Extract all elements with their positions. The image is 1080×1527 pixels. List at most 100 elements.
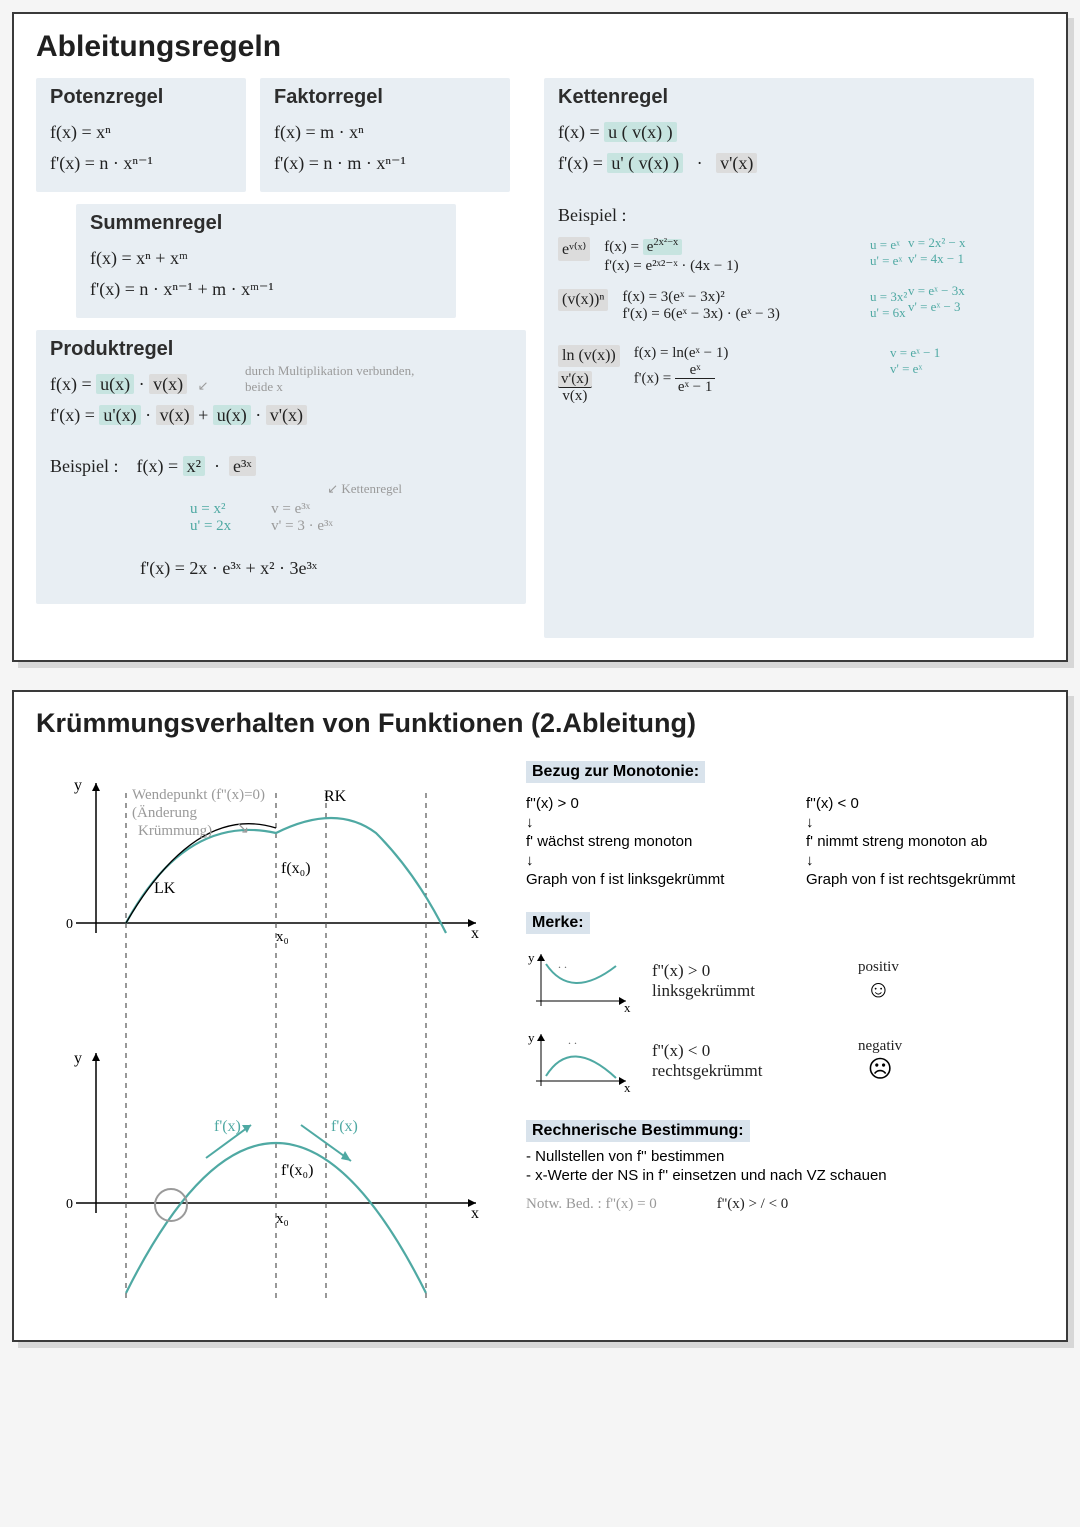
merke-neg-word: negativ: [858, 1038, 902, 1055]
potenz-fp: f'(x) = n · xⁿ⁻¹: [50, 148, 232, 179]
ex1-v1: v' = 4x − 1: [908, 251, 964, 266]
bsp-x2: x²: [183, 456, 205, 476]
faktorregel-title: Faktorregel: [274, 86, 496, 109]
ex3-fp-num: eˣ: [675, 362, 715, 380]
kette-f: f(x) = u ( v(x) ): [558, 117, 1020, 148]
mono-gt: f''(x) > 0: [526, 795, 736, 812]
produktregel-title: Produktregel: [50, 338, 512, 361]
svg-text:. .: . .: [558, 957, 567, 971]
produkt-fp-line: f'(x) = u'(x) · v(x) + u(x) · v'(x): [50, 400, 512, 431]
ex3-tag: ln (v(x)): [558, 345, 620, 367]
svg-text:x: x: [624, 1080, 631, 1095]
subs-v: v = e³ˣ: [271, 501, 333, 518]
summenregel-box: Summenregel f(x) = xⁿ + xᵐ f'(x) = n · x…: [76, 204, 456, 318]
kette-bsp-label: Beispiel :: [558, 200, 1020, 231]
produktregel-box: Produktregel durch Multiplikation verbun…: [36, 330, 526, 603]
mono-lt: f''(x) < 0: [806, 795, 1016, 812]
potenzregel-title: Potenzregel: [50, 86, 232, 109]
faktor-f: f(x) = m · xⁿ: [274, 117, 496, 148]
right-column: Kettenregel f(x) = u ( v(x) ) f'(x) = u'…: [544, 78, 1034, 638]
mono-gt-l1: f' wächst streng monoton: [526, 833, 736, 850]
summenregel-title: Summenregel: [90, 212, 442, 235]
svg-text:x: x: [471, 1205, 479, 1222]
svg-text:(Änderung: (Änderung: [132, 804, 197, 821]
produkt-v1: v'(x): [266, 405, 307, 425]
svg-text:x: x: [624, 1000, 631, 1015]
rechn-hin: f''(x) > / < 0: [717, 1196, 788, 1213]
ex2-tag: (v(x))ⁿ: [558, 289, 608, 311]
potenzregel-box: Potenzregel f(x) = xⁿ f'(x) = n · xⁿ⁻¹: [36, 78, 246, 192]
mono-lt-l1: f' nimmt streng monoton ab: [806, 833, 1016, 850]
svg-text:f(x₀): f(x₀): [281, 860, 311, 877]
summe-f: f(x) = xⁿ + xᵐ: [90, 243, 442, 274]
left-column: Potenzregel f(x) = xⁿ f'(x) = n · xⁿ⁻¹ F…: [36, 78, 526, 638]
ex2-v1: v' = eˣ − 3: [908, 299, 961, 314]
bsp-label: Beispiel :: [50, 456, 119, 476]
ex3-v1: v' = eˣ: [890, 361, 1020, 377]
svg-text:f'(x₀): f'(x₀): [281, 1162, 313, 1179]
svg-text:Krümmung): Krümmung): [138, 823, 212, 839]
produkt-u2: u(x): [213, 405, 251, 425]
rechn-l2: - x-Werte der NS in f'' einsetzen und na…: [526, 1167, 1044, 1184]
svg-text:. .: . .: [568, 1033, 577, 1047]
svg-text:y: y: [528, 1030, 535, 1045]
produkt-f-lhs: f(x) =: [50, 374, 96, 394]
ex1-fp: f'(x) = e²ˣ²⁻ˣ · (4x − 1): [604, 256, 856, 275]
merke-pos-graph: y x . .: [526, 946, 636, 1016]
merke-pos-cond: f''(x) > 0: [652, 961, 842, 981]
smile-icon: ☺: [858, 976, 899, 1004]
mono-header: Bezug zur Monotonie:: [526, 761, 705, 783]
rechn-notw: Notw. Bed. : f''(x) = 0: [526, 1196, 657, 1213]
produkt-u1: u'(x): [99, 405, 140, 425]
ex2-f: f(x) = 3(eˣ − 3x)²: [622, 289, 856, 306]
svg-text:f'(x): f'(x): [214, 1118, 241, 1135]
rechn-header: Rechnerische Bestimmung:: [526, 1120, 750, 1142]
produkt-fp-lhs: f'(x) =: [50, 405, 99, 425]
kette-u1v: u' ( v(x) ): [607, 153, 683, 173]
svg-text:Wendepunkt (f''(x)=0): Wendepunkt (f''(x)=0): [132, 787, 265, 803]
produkt-v2: v(x): [156, 405, 194, 425]
svg-text:RK: RK: [324, 788, 347, 805]
frown-icon: ☹: [858, 1055, 902, 1084]
ex1-tag: eᵛ⁽ˣ⁾: [558, 237, 590, 261]
produkt-plus: +: [198, 405, 213, 425]
ex3-frac-bot: v(x): [558, 388, 592, 405]
ex3-fp: f'(x) = eˣ eˣ − 1: [634, 362, 876, 396]
produkt-note: durch Multiplikation verbunden, beide x: [245, 363, 415, 394]
subs-v1: v' = 3 · e³ˣ: [271, 518, 333, 535]
card1-title: Ableitungsregeln: [36, 30, 1044, 64]
summe-fp: f'(x) = n · xⁿ⁻¹ + m · xᵐ⁻¹: [90, 274, 442, 305]
kette-fp: f'(x) = u' ( v(x) ) · v'(x): [558, 148, 1020, 179]
ex3-frac-top: v'(x): [558, 371, 592, 389]
produkt-v: v(x): [149, 374, 187, 394]
kruemmung-text-column: Bezug zur Monotonie: f''(x) > 0 ↓ f' wäc…: [526, 753, 1044, 1318]
produkt-dot: ·: [139, 374, 150, 394]
svg-text:x₀: x₀: [276, 1211, 289, 1227]
ketten-hint: ↙ Kettenregel: [50, 481, 512, 497]
merke-neg-label: rechtsgekrümmt: [652, 1061, 842, 1081]
kettenregel-box: Kettenregel f(x) = u ( v(x) ) f'(x) = u'…: [544, 78, 1034, 638]
svg-text:f'(x): f'(x): [331, 1118, 358, 1135]
svg-text:y: y: [74, 777, 82, 794]
ex2-v: v = eˣ − 3x: [908, 283, 965, 298]
subs-u1: u' = 2x: [190, 518, 231, 535]
curvature-graphs-svg: y x 0 Wendepunkt (f''(x)=0) (Änderung Kr…: [36, 753, 506, 1313]
merke-pos-word: positiv: [858, 959, 899, 976]
merke-header: Merke:: [526, 912, 590, 934]
ex2-fp: f'(x) = 6(eˣ − 3x) · (eˣ − 3): [622, 306, 856, 323]
kette-uv: u ( v(x) ): [604, 122, 676, 142]
mono-arrow2: ↓: [526, 852, 736, 869]
svg-text:LK: LK: [154, 880, 176, 897]
svg-text:y: y: [528, 950, 535, 965]
svg-text:x₀: x₀: [276, 929, 289, 945]
kettenregel-title: Kettenregel: [558, 86, 1020, 109]
card2-title: Krümmungsverhalten von Funktionen (2.Abl…: [36, 708, 1044, 739]
merke-pos-label: linksgekrümmt: [652, 981, 842, 1001]
svg-text:x: x: [471, 925, 479, 942]
ableitungsregeln-card: Ableitungsregeln Potenzregel f(x) = xⁿ f…: [12, 12, 1068, 662]
produkt-bsp: Beispiel : f(x) = x² · e³ˣ: [50, 451, 512, 482]
ex3-v: v = eˣ − 1: [890, 345, 1020, 361]
bsp-f: f(x) =: [137, 456, 183, 476]
potenz-f: f(x) = xⁿ: [50, 117, 232, 148]
svg-text:y: y: [74, 1050, 82, 1067]
